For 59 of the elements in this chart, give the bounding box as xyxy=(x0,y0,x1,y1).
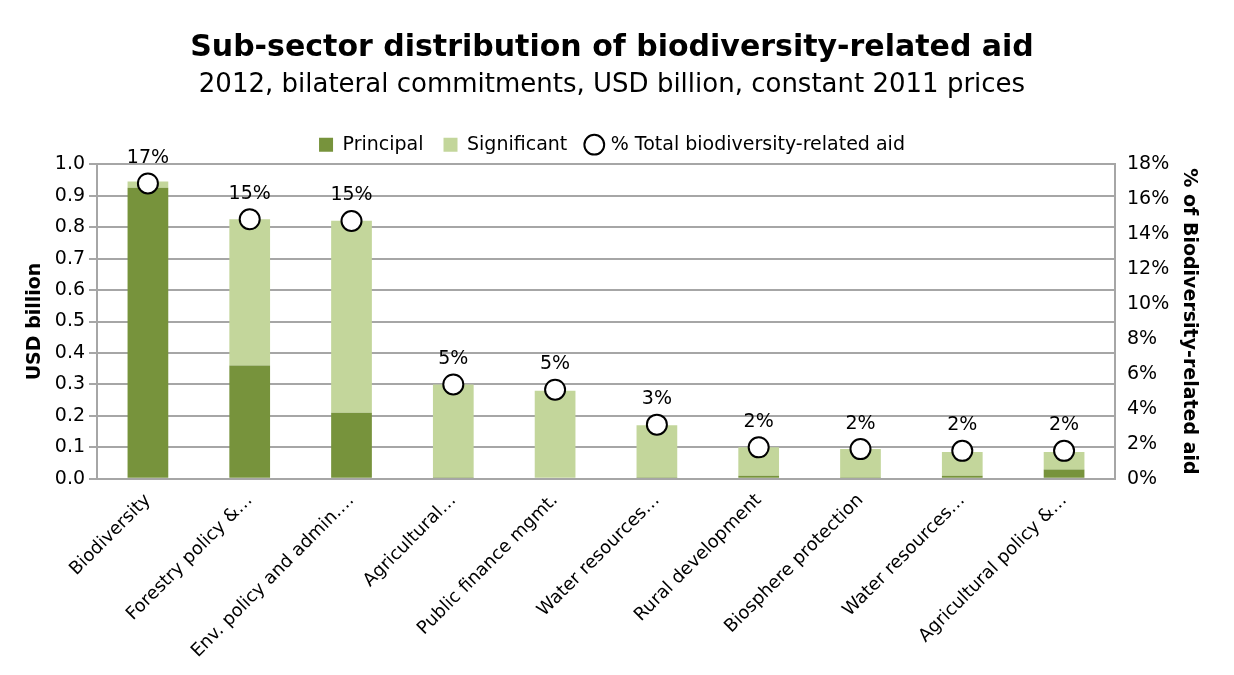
y2-tick-label: 16% xyxy=(1126,186,1170,209)
y-tick-label: 0.5 xyxy=(54,308,86,331)
y-tick-label: 0.8 xyxy=(54,214,86,237)
data-label: 17% xyxy=(126,144,170,167)
point xyxy=(340,210,363,233)
data-label: 3% xyxy=(641,386,672,409)
data-label: 15% xyxy=(228,180,271,203)
y2-tick-label: 18% xyxy=(1126,151,1170,174)
chart-title: Sub-sector distribution of biodiversity-related aid xyxy=(190,27,1034,63)
legend-label: Significant xyxy=(467,131,568,154)
y2-axis-title: % of Biodiversity-related aid xyxy=(1179,168,1202,475)
point xyxy=(951,439,974,462)
data-label: 5% xyxy=(540,351,571,374)
y-tick-label: 0.9 xyxy=(54,182,86,205)
legend-label: % Total biodiversity-related aid xyxy=(610,131,905,154)
data-label: 2% xyxy=(743,408,774,431)
chart-subtitle: 2012, bilateral commitments, USD billion, constant 2011 prices xyxy=(198,68,1026,99)
data-label: 2% xyxy=(947,412,978,435)
bar xyxy=(331,220,372,413)
y2-tick-label: 2% xyxy=(1126,430,1158,453)
bar xyxy=(738,475,780,478)
point xyxy=(1053,439,1076,462)
point xyxy=(136,172,159,195)
y2-tick-label: 12% xyxy=(1126,256,1170,279)
y-tick-label: 1.0 xyxy=(54,151,86,174)
y-tick-label: 0.7 xyxy=(54,245,86,268)
point xyxy=(645,413,668,436)
y2-tick-label: 0% xyxy=(1126,465,1158,488)
point xyxy=(849,438,872,461)
point xyxy=(442,373,465,396)
y-tick-label: 0.6 xyxy=(54,276,86,299)
y2-tick-label: 14% xyxy=(1126,221,1170,244)
bar xyxy=(534,390,576,478)
point xyxy=(544,378,567,401)
point xyxy=(747,436,770,459)
point xyxy=(238,208,261,231)
bar xyxy=(331,412,372,478)
legend-label: Principal xyxy=(342,131,424,154)
y-tick-label: 0.1 xyxy=(54,434,86,457)
y2-tick-label: 6% xyxy=(1126,360,1158,383)
bar xyxy=(1043,469,1085,478)
data-label: 5% xyxy=(438,345,469,368)
bar xyxy=(941,475,983,478)
y2-tick-label: 8% xyxy=(1126,325,1158,348)
data-label: 2% xyxy=(845,410,876,433)
data-label: 2% xyxy=(1048,412,1080,435)
bar xyxy=(127,187,169,478)
bar xyxy=(636,425,678,478)
bar xyxy=(229,365,271,478)
y-tick-label: 0.4 xyxy=(54,339,86,362)
bar xyxy=(229,219,271,366)
y-tick-label: 0.2 xyxy=(54,402,86,425)
y-tick-label: 0.0 xyxy=(54,465,86,488)
y2-tick-label: 4% xyxy=(1126,395,1158,418)
y-tick-label: 0.3 xyxy=(54,371,86,394)
data-label: 15% xyxy=(330,182,373,205)
bar xyxy=(432,384,474,478)
y2-tick-label: 10% xyxy=(1126,290,1170,313)
y-axis-title: USD billion xyxy=(22,262,45,381)
